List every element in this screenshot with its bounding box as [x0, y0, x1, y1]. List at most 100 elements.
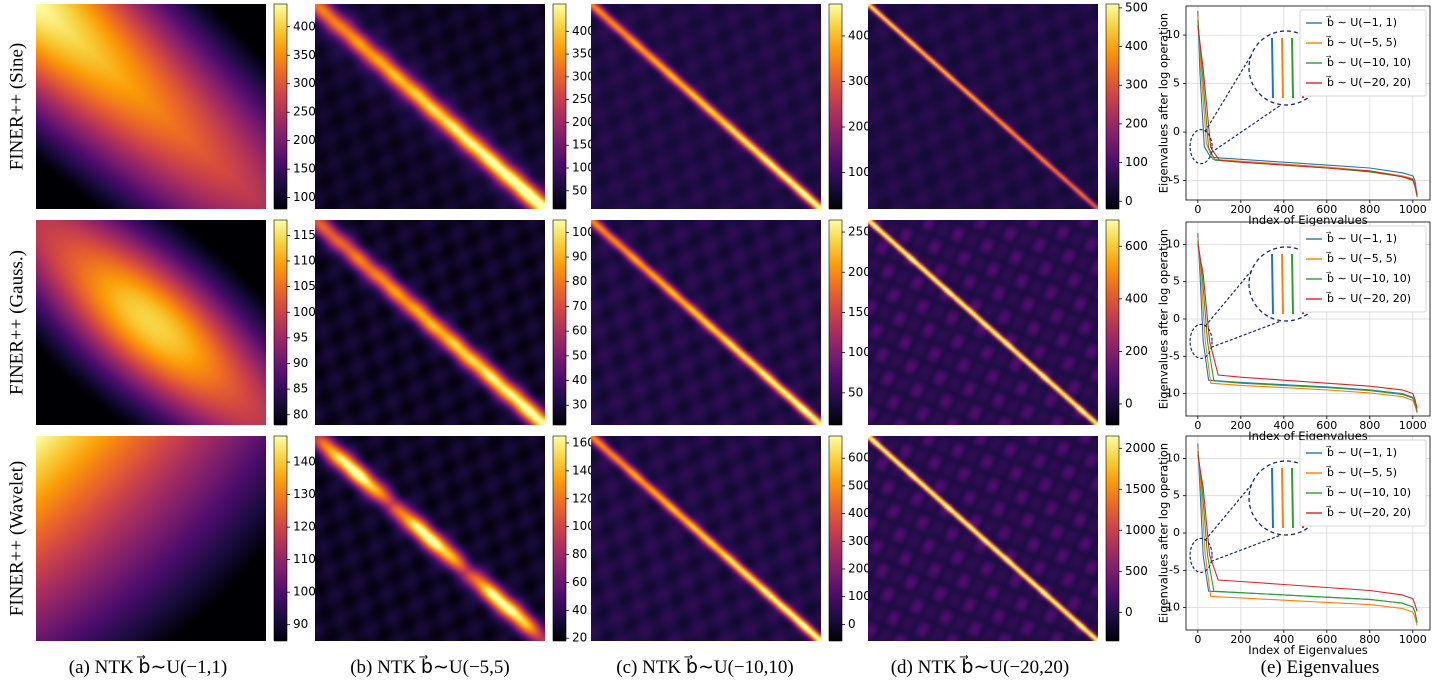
zoom-series-line [1291, 253, 1294, 315]
x-tick-label: 400 [1273, 633, 1294, 646]
series-line [1197, 244, 1418, 409]
zoom-connector [1204, 53, 1253, 132]
zoom-series-line [1281, 253, 1284, 315]
x-tick-label: 800 [1359, 419, 1380, 432]
y-tick-label: 5 [1173, 275, 1180, 288]
legend-label: b⃗ ∼ U(−5, 5) [1325, 35, 1397, 49]
heatmap-panel: 20 40 60 80 100 120 140 160 [315, 435, 595, 645]
colorbar-tick-label: 0 [1125, 194, 1133, 208]
colorbar-tick-label: 400 [293, 19, 316, 33]
colorbar [552, 219, 567, 426]
colorbar-tick-label: 200 [1125, 344, 1148, 358]
zoom-connector [1204, 269, 1253, 327]
zoom-series-line [1281, 467, 1284, 529]
x-axis-label: Index of Eigenvalues [1248, 643, 1368, 657]
heatmap-panel: 50 100 150 200 250 [591, 219, 871, 426]
zoom-small-circle [1189, 323, 1213, 359]
y-tick-label: 10 [1166, 237, 1180, 250]
column-caption: (c) NTK b⃗∼U(−10,10) [616, 655, 793, 678]
row-label: FINER++ (Gauss.) [6, 250, 27, 395]
colorbar-tick-label: 50 [572, 348, 587, 362]
colorbar [552, 3, 567, 210]
series-group [1197, 443, 1418, 626]
x-tick-label: 400 [1273, 203, 1294, 216]
legend-label: b⃗ ∼ U(−20, 20) [1325, 291, 1411, 305]
colorbar-tick-label: 160 [572, 435, 595, 449]
column-caption: (d) NTK b⃗∼U(−20,20) [891, 655, 1070, 678]
colorbar-tick-label: 400 [572, 24, 595, 38]
colorbar-tick-label: 300 [848, 74, 871, 88]
x-tick-label: 600 [1316, 419, 1337, 432]
heatmap-panel: 50 100 150 200 250 300 350 400 [315, 3, 595, 210]
heatmap-panel: 100 200 300 400 [591, 3, 871, 210]
colorbar-tick-label: 200 [848, 120, 871, 134]
legend-label: b⃗ ∼ U(−1, 1) [1325, 15, 1397, 29]
heatmap-image [868, 220, 1098, 425]
colorbar-tick-label: 350 [293, 48, 316, 62]
y-axis-label: Eigenvalues after log operation [1157, 443, 1171, 623]
colorbar-tick-label: 200 [1125, 116, 1148, 130]
colorbar-tick-label: 600 [1125, 239, 1148, 253]
heatmap-image [868, 4, 1098, 209]
plot-frame [1185, 435, 1431, 631]
zoom-series-line [1291, 37, 1294, 99]
y-tick-label: 5 [1173, 489, 1180, 502]
y-tick-label: -5 [1169, 563, 1180, 576]
colorbar-tick-label: 110 [293, 254, 316, 268]
plot-frame [1185, 5, 1431, 201]
series-line [1197, 447, 1418, 626]
legend-label: b⃗ ∼ U(−10, 10) [1325, 271, 1411, 285]
x-tick-label: 0 [1194, 419, 1201, 432]
heatmap-image [36, 4, 266, 209]
x-tick-label: 0 [1194, 203, 1201, 216]
y-tick-label: 0 [1173, 125, 1180, 138]
row-label: FINER++ (Wavelet) [6, 461, 27, 617]
heatmap-panel: 90 100 110 120 130 140 [36, 435, 316, 642]
colorbar-tick-label: 200 [293, 133, 316, 147]
colorbar-tick-label: 100 [293, 190, 316, 204]
colorbar [1105, 3, 1120, 210]
colorbar-tick-label: 0 [1125, 396, 1133, 410]
y-tick-label: -10 [1162, 387, 1180, 400]
y-tick-label: 5 [1173, 77, 1180, 90]
x-axis-label: Index of Eigenvalues [1248, 213, 1368, 227]
heatmap-image [868, 436, 1098, 641]
x-tick-label: 200 [1230, 203, 1251, 216]
colorbar-tick-label: 90 [293, 356, 308, 370]
colorbar [1105, 219, 1120, 426]
plot-frame [1185, 221, 1431, 417]
colorbar [828, 3, 843, 210]
legend-label: b⃗ ∼ U(−20, 20) [1325, 505, 1411, 519]
colorbar-tick-label: 100 [293, 585, 316, 599]
heatmap-panel: 0 500 1000 1500 2000 [868, 435, 1156, 642]
colorbar-tick-label: 400 [1125, 39, 1148, 53]
series-line [1197, 240, 1418, 412]
series-group [1197, 233, 1418, 414]
heatmap-image [591, 4, 821, 209]
colorbar-tick-label: 500 [848, 478, 871, 492]
colorbar [828, 219, 843, 426]
zoom-series-line [1271, 37, 1274, 99]
heatmap-panel: 100 150 200 250 300 350 400 [36, 3, 316, 210]
x-tick-label: 200 [1230, 419, 1251, 432]
legend-label: b⃗ ∼ U(−10, 10) [1325, 55, 1411, 69]
colorbar-tick-label: 80 [572, 547, 587, 561]
zoom-series-line [1271, 253, 1274, 315]
heatmap-image [315, 220, 545, 425]
y-axis-label: Eigenvalues after log operation [1157, 229, 1171, 409]
colorbar [273, 435, 288, 642]
zoom-connector [1210, 104, 1282, 154]
colorbar-tick-label: 60 [572, 575, 587, 589]
y-tick-label: 10 [1166, 28, 1180, 41]
y-tick-label: 10 [1166, 451, 1180, 464]
colorbar-tick-label: 50 [572, 183, 587, 197]
series-line [1197, 10, 1418, 196]
colorbar-tick-label: 50 [848, 385, 863, 399]
column-caption: (b) NTK b⃗∼U(−5,5) [350, 655, 510, 678]
colorbar-tick-label: 250 [848, 225, 871, 239]
heatmap-image [591, 436, 821, 641]
y-tick-label: 0 [1173, 526, 1180, 539]
y-tick-label: -5 [1169, 349, 1180, 362]
x-tick-label: 1000 [1399, 203, 1427, 216]
